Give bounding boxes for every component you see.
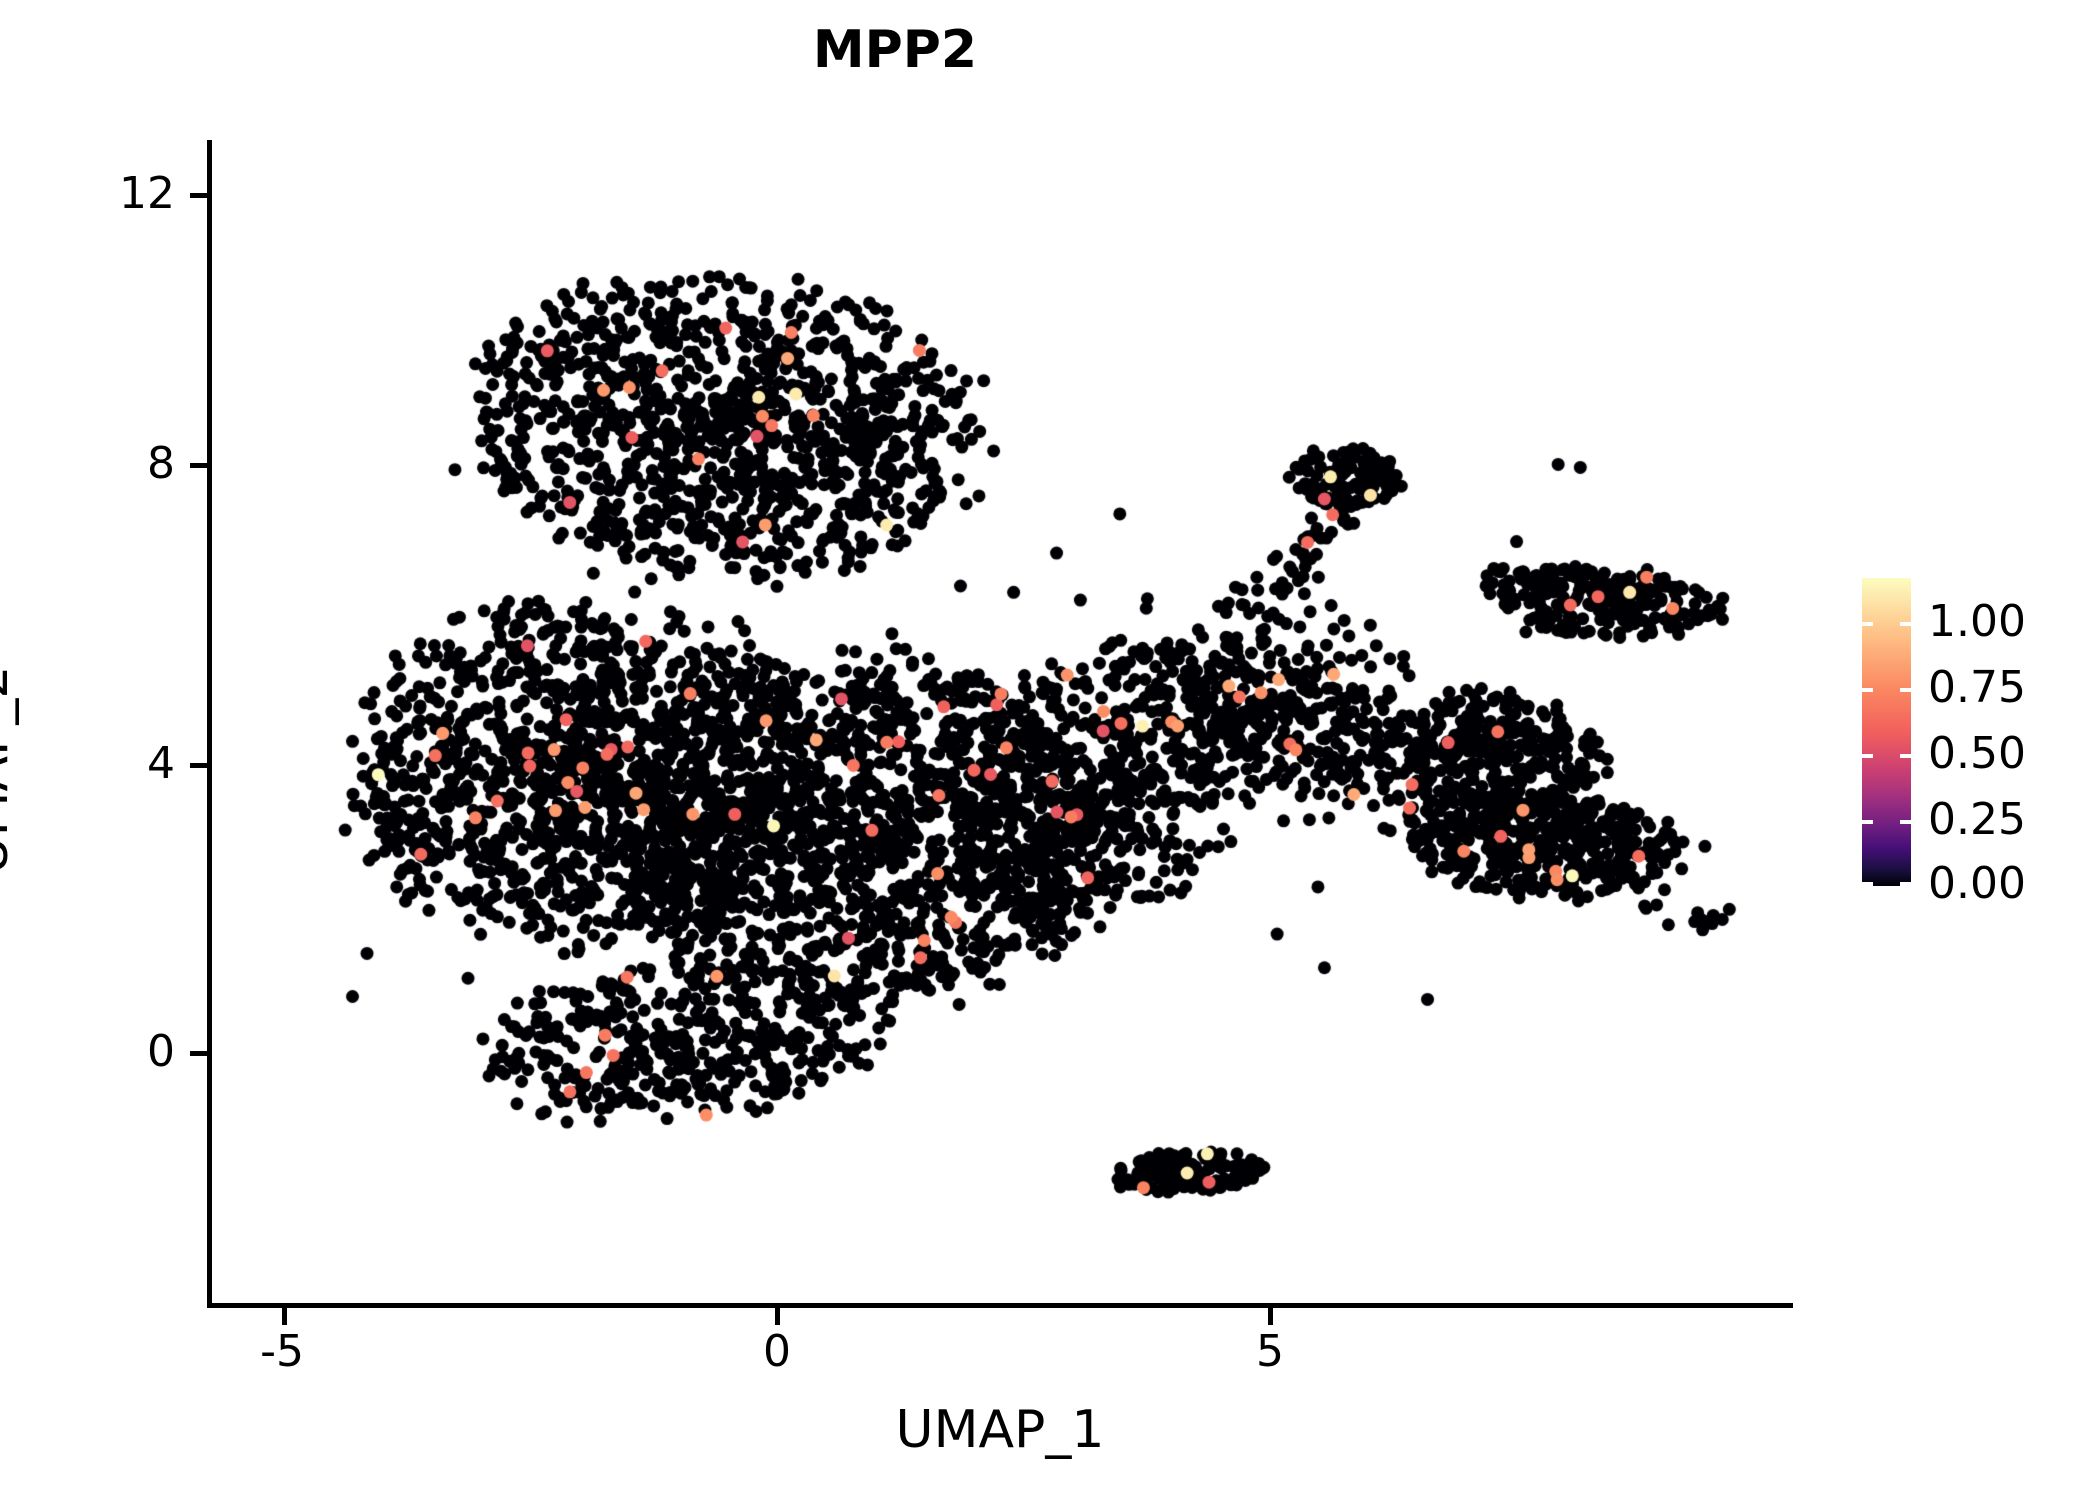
y-tick-label-12: 12	[119, 168, 175, 219]
y-tick-label-8: 8	[147, 438, 175, 489]
x-tick-mark-0	[775, 1308, 780, 1325]
colorbar-gradient	[1862, 578, 1911, 886]
colorbar-tick-1.00-right	[1900, 622, 1911, 626]
x-tick-mark-neg5	[282, 1308, 287, 1325]
colorbar-tick-0.00-right	[1900, 882, 1911, 886]
x-tick-label-0: 0	[763, 1326, 791, 1377]
y-tick-mark-0	[190, 1051, 207, 1056]
x-axis-title: UMAP_1	[895, 1400, 1105, 1460]
colorbar-tick-0.00-left	[1862, 882, 1873, 886]
colorbar-tick-0.50-left	[1862, 754, 1873, 758]
colorbar-tick-0.25-left	[1862, 820, 1873, 824]
y-axis-title: UMAP_2	[0, 665, 20, 875]
colorbar-tick-1.00-left	[1862, 622, 1873, 626]
colorbar-label-0.75: 0.75	[1928, 662, 2026, 713]
colorbar-tick-0.50-right	[1900, 754, 1911, 758]
y-tick-mark-8	[190, 463, 207, 468]
colorbar-label-1.00: 1.00	[1928, 596, 2026, 647]
x-tick-label-5: 5	[1256, 1326, 1284, 1377]
y-tick-label-4: 4	[147, 738, 175, 789]
y-tick-label-0: 0	[147, 1026, 175, 1077]
y-tick-mark-4	[190, 763, 207, 768]
colorbar-tick-0.25-right	[1900, 820, 1911, 824]
colorbar: 1.00 0.75 0.50 0.25 0.00	[1862, 578, 2092, 906]
umap-scatter-plot	[210, 140, 1790, 1305]
colorbar-label-0.50: 0.50	[1928, 728, 2026, 779]
y-axis-spine	[207, 140, 212, 1308]
x-tick-mark-5	[1268, 1308, 1273, 1325]
plot-area	[210, 140, 1790, 1305]
colorbar-tick-0.75-left	[1862, 688, 1873, 692]
y-tick-mark-12	[190, 193, 207, 198]
x-tick-label-neg5: -5	[260, 1326, 304, 1377]
colorbar-label-0.25: 0.25	[1928, 794, 2026, 845]
page-title: MPP2	[812, 20, 978, 80]
colorbar-tick-0.75-right	[1900, 688, 1911, 692]
colorbar-label-0.00: 0.00	[1928, 858, 2026, 909]
x-axis-spine	[207, 1303, 1793, 1308]
